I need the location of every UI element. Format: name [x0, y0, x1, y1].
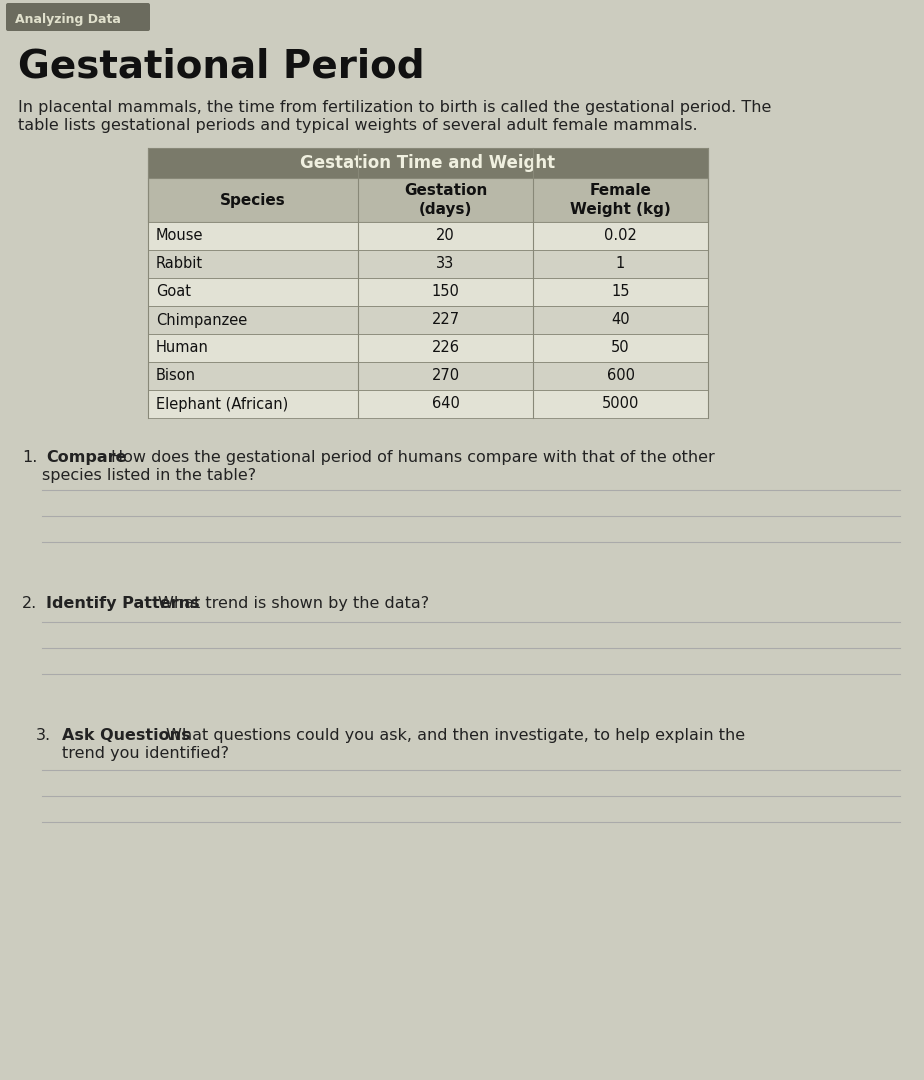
Text: Mouse: Mouse [156, 229, 203, 243]
Text: Ask Questions: Ask Questions [62, 728, 190, 743]
Bar [148, 222, 708, 249]
Bar [148, 362, 708, 390]
Text: trend you identified?: trend you identified? [62, 746, 229, 761]
Text: species listed in the table?: species listed in the table? [42, 468, 256, 483]
Text: 0.02: 0.02 [604, 229, 637, 243]
Text: Human: Human [156, 340, 209, 355]
Text: Gestation Time and Weight: Gestation Time and Weight [300, 154, 555, 172]
Bar [148, 306, 708, 334]
Bar [148, 390, 708, 418]
Bar [148, 249, 708, 278]
Text: Female
Weight (kg): Female Weight (kg) [570, 183, 671, 217]
Text: Bison: Bison [156, 368, 196, 383]
FancyBboxPatch shape [6, 3, 150, 31]
Text: 33: 33 [436, 256, 455, 271]
Text: 40: 40 [611, 312, 630, 327]
Bar [148, 334, 708, 362]
Bar [148, 148, 708, 178]
Text: How does the gestational period of humans compare with that of the other: How does the gestational period of human… [111, 450, 715, 465]
Text: 5000: 5000 [602, 396, 639, 411]
Text: Rabbit: Rabbit [156, 256, 203, 271]
Text: table lists gestational periods and typical weights of several adult female mamm: table lists gestational periods and typi… [18, 118, 698, 133]
Text: What trend is shown by the data?: What trend is shown by the data? [158, 596, 429, 611]
Text: Chimpanzee: Chimpanzee [156, 312, 248, 327]
Text: 3.: 3. [36, 728, 51, 743]
Text: Elephant (African): Elephant (African) [156, 396, 288, 411]
Text: 227: 227 [432, 312, 459, 327]
Bar [148, 178, 708, 222]
Text: 15: 15 [612, 284, 630, 299]
Text: What questions could you ask, and then investigate, to help explain the: What questions could you ask, and then i… [166, 728, 745, 743]
Text: 270: 270 [432, 368, 459, 383]
Text: 20: 20 [436, 229, 455, 243]
Text: Gestation
(days): Gestation (days) [404, 183, 487, 217]
Text: 1.: 1. [22, 450, 37, 465]
Text: 50: 50 [611, 340, 630, 355]
Bar [148, 278, 708, 306]
Text: 226: 226 [432, 340, 459, 355]
Text: 1: 1 [616, 256, 626, 271]
Text: 2.: 2. [22, 596, 37, 611]
Text: 150: 150 [432, 284, 459, 299]
Text: 600: 600 [606, 368, 635, 383]
Text: 640: 640 [432, 396, 459, 411]
Text: Species: Species [220, 192, 286, 207]
Text: Identify Patterns: Identify Patterns [46, 596, 200, 611]
Text: Gestational Period: Gestational Period [18, 48, 425, 86]
Text: Analyzing Data: Analyzing Data [15, 13, 121, 26]
Text: In placental mammals, the time from fertilization to birth is called the gestati: In placental mammals, the time from fert… [18, 100, 772, 114]
Text: Goat: Goat [156, 284, 191, 299]
Text: Compare: Compare [46, 450, 127, 465]
